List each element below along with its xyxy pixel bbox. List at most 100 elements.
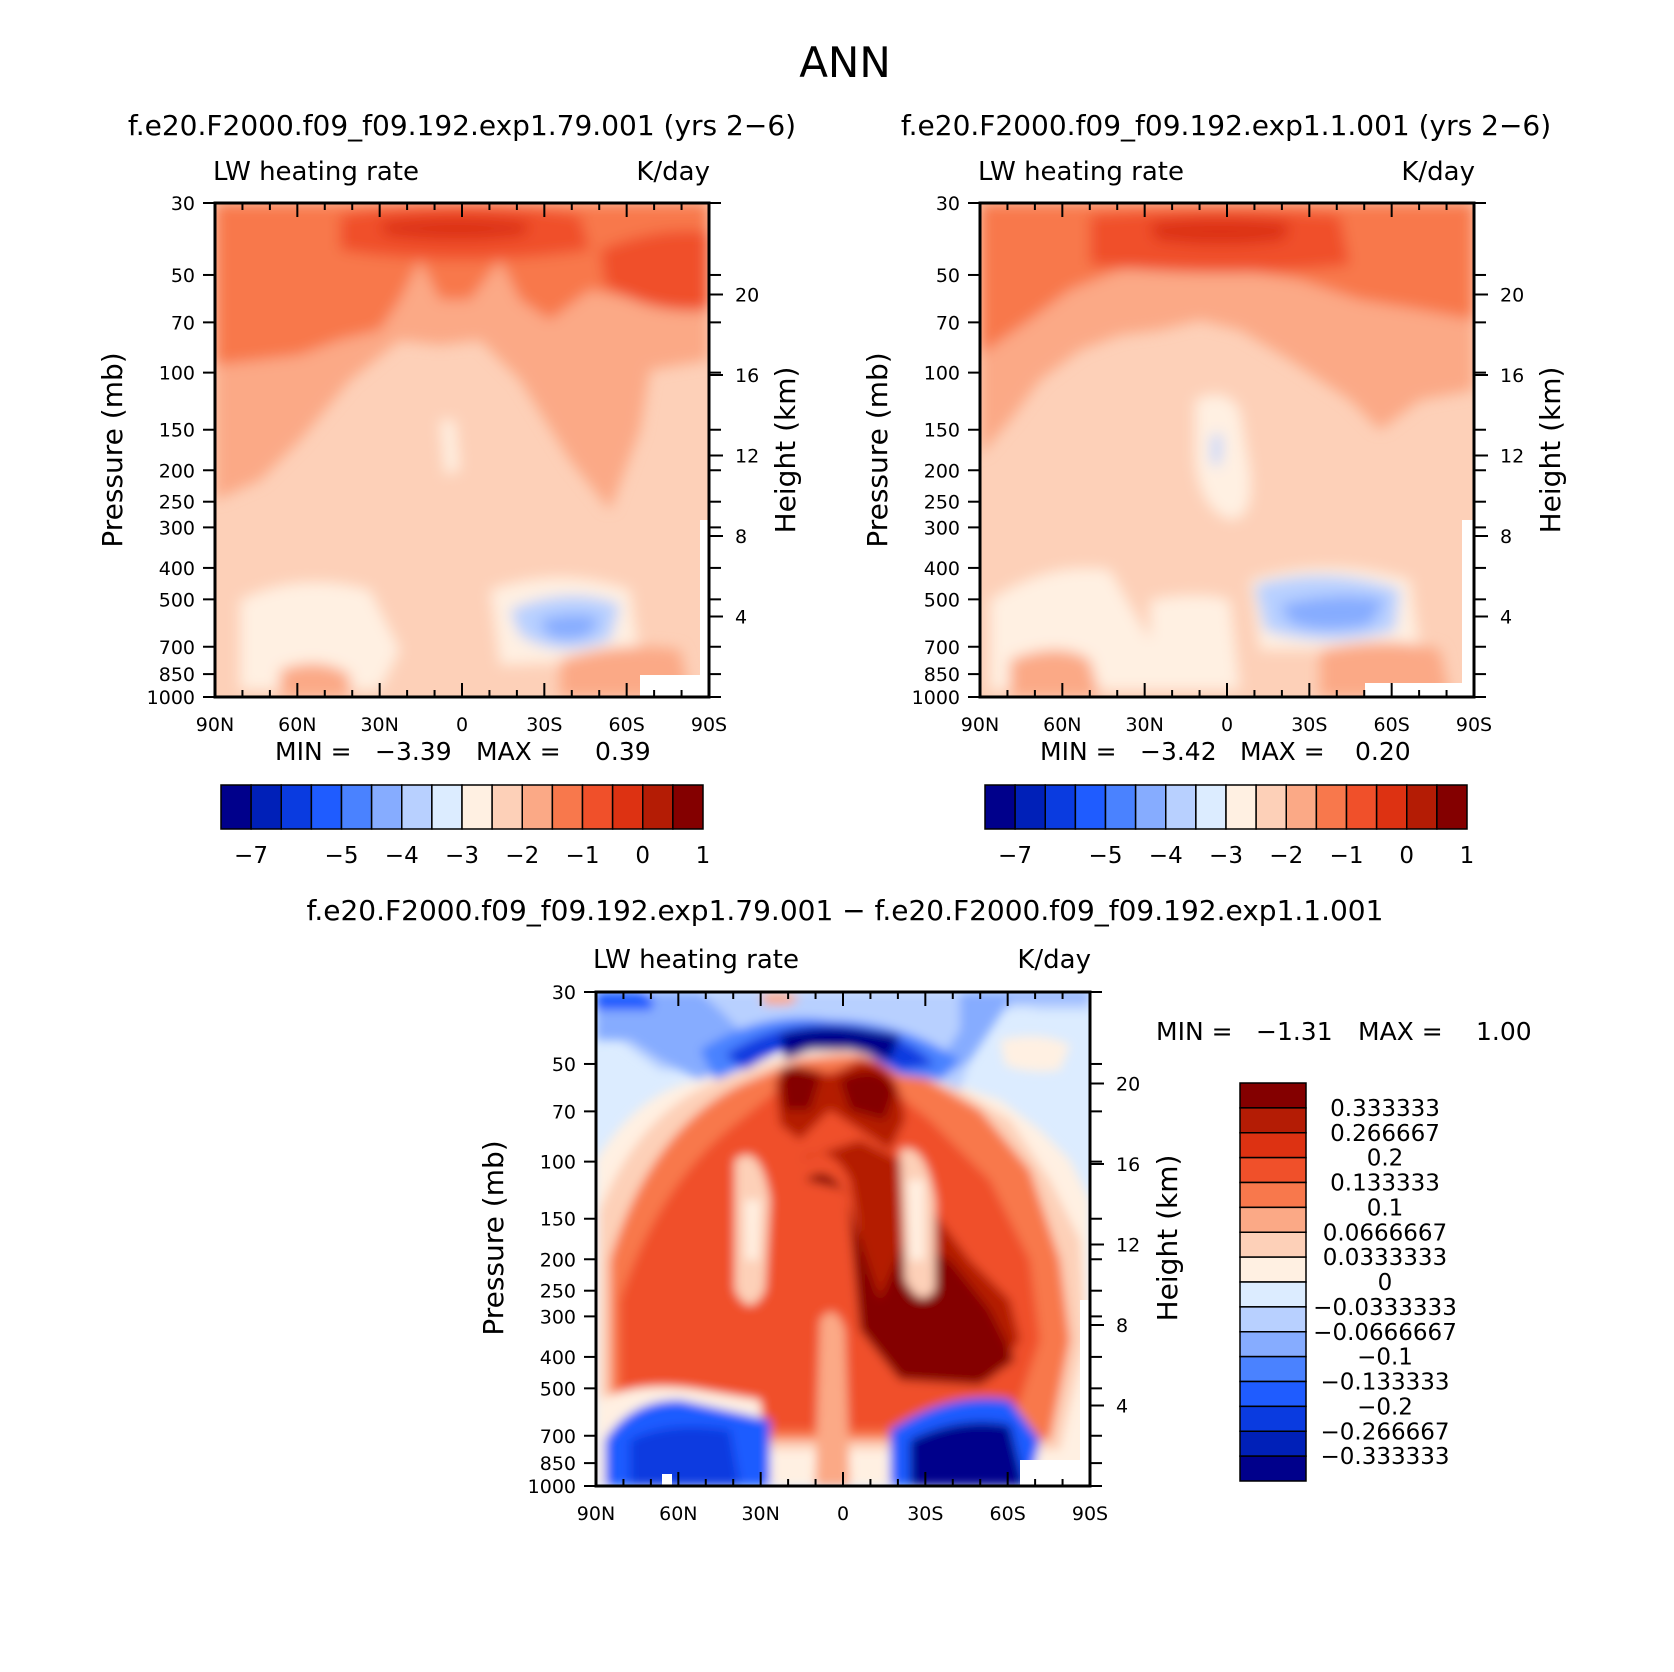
case2-axes: 90N 60N 30N 0 30S 60S 90S 30 50 70 100 150 200 250 300… [912, 193, 1525, 736]
case1-y-tick-label: 500 [159, 589, 195, 611]
colorbar-swatch [1165, 784, 1197, 830]
case2-max-value: 0.20 [1355, 737, 1411, 766]
case2-ylabel-right: Height (km) [1534, 367, 1567, 534]
case2-y-tick-label: 500 [924, 589, 960, 611]
diff-y-tick-label: 500 [540, 1378, 576, 1400]
diff-y-tick-label: 400 [540, 1347, 576, 1369]
case1-height-tick-label: 4 [735, 606, 747, 628]
case2-contour-field [980, 203, 1474, 697]
colorbar-label: 0 [1399, 843, 1414, 869]
diff-y-tick-label: 1000 [528, 1476, 576, 1498]
colorbar-swatch [1239, 1231, 1307, 1258]
case1-min-value: −3.39 [375, 737, 452, 766]
case1-title: f.e20.F2000.f09_f09.192.exp1.79.001 (yrs… [128, 109, 796, 142]
case1-ylabel-right: Height (km) [769, 367, 802, 534]
colorbar-swatch [220, 784, 252, 830]
case2-x-tick-label: 60N [1043, 714, 1081, 736]
case2-y-tick-label: 50 [936, 265, 960, 287]
case1-y-tick-label: 400 [159, 558, 195, 580]
diff-x-tick-label: 60S [990, 1503, 1026, 1525]
case1-max-label: MAX = [476, 737, 561, 766]
case2-y-tick-label: 70 [936, 312, 960, 334]
colorbar-swatch [491, 784, 523, 830]
colorbar-swatch [1436, 784, 1468, 830]
colorbar-swatch [1134, 784, 1167, 830]
colorbar-swatch [1239, 1455, 1307, 1482]
colorbar-label: −1 [1330, 843, 1364, 869]
diff-height-tick-label: 16 [1116, 1154, 1140, 1176]
case1-y-tick-label: 700 [159, 637, 195, 659]
colorbar-label: 1 [1460, 843, 1475, 869]
diff-y-tick-label: 100 [540, 1152, 576, 1174]
colorbar-swatch [1239, 1206, 1307, 1233]
colorbar-label: 0.333333 [1330, 1096, 1440, 1122]
diff-y-tick-label: 30 [552, 982, 576, 1004]
panel-case2: f.e20.F2000.f09_f09.192.exp1.1.001 (yrs … [861, 109, 1567, 869]
diff-max-value: 1.00 [1476, 1017, 1532, 1046]
colorbar-label: −7 [998, 843, 1032, 869]
colorbar-swatch [1255, 784, 1287, 830]
case1-y-tick-label: 1000 [147, 687, 195, 709]
colorbar-swatch [1315, 784, 1348, 830]
diff-y-tick-label: 250 [540, 1281, 576, 1303]
diff-height-tick-label: 8 [1116, 1315, 1128, 1337]
figure-title: ANN [799, 38, 891, 87]
colorbar-swatch [1195, 784, 1227, 830]
colorbar-label: −2 [1269, 843, 1303, 869]
case2-y-tick-label: 850 [924, 664, 960, 686]
colorbar-label: −0.1 [1357, 1345, 1413, 1371]
case1-x-tick-label: 0 [456, 714, 468, 736]
colorbar-label: −0.0333333 [1313, 1295, 1457, 1321]
colorbar-label: −3 [445, 843, 479, 869]
diff-height-tick-label: 12 [1116, 1234, 1140, 1256]
case1-height-tick-label: 16 [735, 365, 759, 387]
colorbar-swatch [581, 784, 614, 830]
case2-x-tick-label: 60S [1374, 714, 1410, 736]
case2-min-label: MIN = [1040, 737, 1117, 766]
case2-min-value: −3.42 [1140, 737, 1217, 766]
diff-y-tick-label: 70 [552, 1101, 576, 1123]
colorbar-swatch [370, 784, 403, 830]
panel-diff: f.e20.F2000.f09_f09.192.exp1.79.001 − f.… [307, 894, 1532, 1525]
diff-variable: LW heating rate [593, 945, 799, 975]
colorbar-swatch [1285, 784, 1318, 830]
case2-y-tick-label: 700 [924, 637, 960, 659]
colorbar-label: −2 [505, 843, 539, 869]
colorbar-swatch [672, 784, 704, 830]
colorbar-swatch [1239, 1156, 1307, 1184]
diff-height-tick-label: 4 [1116, 1395, 1128, 1417]
diff-y-tick-label: 850 [540, 1453, 576, 1475]
diff-x-tick-label: 30S [907, 1503, 943, 1525]
colorbar-swatch [1239, 1331, 1307, 1358]
diff-y-tick-label: 150 [540, 1209, 576, 1231]
case1-x-tick-label: 60S [609, 714, 645, 736]
case1-x-tick-label: 30N [360, 714, 398, 736]
case1-x-tick-label: 90N [196, 714, 234, 736]
colorbar-swatch [551, 784, 584, 830]
colorbar-swatch [1239, 1132, 1307, 1159]
case2-x-tick-label: 30N [1125, 714, 1163, 736]
diff-x-tick-label: 30N [741, 1503, 779, 1525]
colorbar-swatch [1239, 1306, 1307, 1333]
colorbar-label: 0.266667 [1330, 1121, 1440, 1147]
diff-x-tick-label: 90S [1072, 1503, 1108, 1525]
diff-units: K/day [1017, 945, 1091, 975]
colorbar-swatch [250, 784, 282, 830]
diff-y-tick-label: 700 [540, 1426, 576, 1448]
colorbar-label: 0.0666667 [1323, 1220, 1447, 1246]
colorbar-label: −0.266667 [1320, 1419, 1449, 1445]
case1-y-tick-label: 300 [159, 517, 195, 539]
diff-x-tick-label: 0 [837, 1503, 849, 1525]
case2-units: K/day [1401, 157, 1475, 187]
case1-height-tick-label: 8 [735, 526, 747, 548]
case2-y-tick-label: 400 [924, 558, 960, 580]
colorbar-swatch [1239, 1107, 1307, 1134]
case2-y-tick-label: 150 [924, 420, 960, 442]
diff-title: f.e20.F2000.f09_f09.192.exp1.79.001 − f.… [307, 894, 1384, 927]
case2-variable: LW heating rate [978, 157, 1184, 187]
colorbar-label: 1 [696, 843, 711, 869]
colorbar-label: 0.133333 [1330, 1171, 1440, 1197]
case1-height-tick-label: 20 [735, 284, 759, 306]
colorbar-swatch [1044, 784, 1077, 830]
